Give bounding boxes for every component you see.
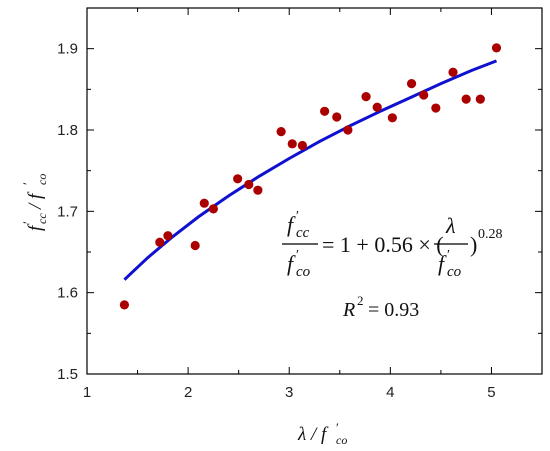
data-point — [233, 174, 243, 184]
x-tick-labels: 1 2 3 4 5 — [83, 384, 496, 401]
data-point — [163, 231, 173, 241]
data-point — [276, 127, 286, 137]
y-axis-label: f ′ cc / f ′ co — [20, 174, 49, 231]
data-point — [297, 140, 307, 151]
data-point — [387, 113, 397, 123]
data-point — [406, 79, 417, 89]
svg-text:f: f — [287, 212, 296, 237]
data-point — [419, 90, 429, 100]
svg-text:= 1 + 0.56 × (: = 1 + 0.56 × ( — [322, 232, 444, 257]
svg-text:f: f — [438, 251, 447, 276]
axis-ticks — [86, 8, 542, 375]
data-point — [461, 94, 471, 104]
x-axis-label: λ / f ′ co — [297, 420, 347, 447]
x-tick-label: 1 — [83, 384, 91, 401]
svg-text:R: R — [342, 299, 355, 321]
y-tick-label: 1.5 — [57, 366, 78, 383]
svg-text:f: f — [25, 223, 46, 231]
y-tick-label: 1.7 — [57, 203, 78, 220]
data-point — [320, 106, 330, 116]
svg-text:′: ′ — [296, 248, 299, 263]
data-point — [343, 125, 353, 135]
fit-curve — [123, 59, 498, 281]
svg-text:f: f — [287, 251, 296, 276]
svg-text:co: co — [336, 433, 347, 447]
data-point — [253, 185, 263, 195]
svg-text:co: co — [296, 264, 311, 280]
svg-text:′: ′ — [447, 248, 450, 263]
data-point — [431, 103, 441, 113]
y-tick-label: 1.6 — [57, 285, 78, 302]
svg-text:′: ′ — [20, 182, 35, 185]
svg-text:cc: cc — [296, 225, 310, 241]
svg-text:′: ′ — [296, 209, 299, 224]
svg-text:cc: cc — [35, 213, 49, 224]
svg-text:/ f: / f — [25, 191, 46, 210]
plot-frame — [86, 7, 543, 375]
r-squared-label: R 2 = 0.93 — [342, 293, 419, 321]
svg-text:): ) — [470, 232, 477, 257]
svg-text:λ: λ — [445, 213, 456, 238]
data-point — [155, 237, 165, 247]
data-point — [372, 102, 382, 112]
data-point — [332, 112, 342, 122]
data-point — [244, 179, 254, 190]
data-point — [475, 94, 485, 104]
data-point — [199, 198, 209, 208]
x-tick-label: 3 — [285, 384, 293, 401]
data-point — [287, 139, 297, 149]
svg-text:co: co — [35, 174, 49, 185]
y-tick-label: 1.9 — [57, 41, 78, 58]
svg-text:0.28: 0.28 — [478, 227, 503, 242]
data-point — [119, 300, 130, 310]
x-tick-label: 5 — [487, 384, 495, 401]
svg-text:′: ′ — [20, 221, 35, 224]
svg-text:co: co — [447, 264, 462, 280]
x-tick-label: 4 — [386, 384, 394, 401]
data-point — [448, 67, 458, 77]
x-tick-label: 2 — [184, 384, 192, 401]
data-point — [190, 240, 200, 251]
svg-text:2: 2 — [357, 293, 364, 308]
data-point — [491, 43, 502, 53]
data-point — [361, 92, 371, 102]
fit-equation: f ′ cc f ′ co = 1 + 0.56 × ( λ f ′ co ) … — [282, 209, 503, 280]
data-points — [119, 43, 502, 310]
svg-text:λ / f: λ / f — [297, 424, 329, 445]
svg-text:= 0.93: = 0.93 — [368, 299, 419, 321]
y-tick-label: 1.8 — [57, 122, 78, 139]
y-tick-labels: 1.5 1.6 1.7 1.8 1.9 — [57, 41, 78, 383]
svg-text:′: ′ — [336, 420, 339, 435]
data-point — [208, 204, 218, 214]
